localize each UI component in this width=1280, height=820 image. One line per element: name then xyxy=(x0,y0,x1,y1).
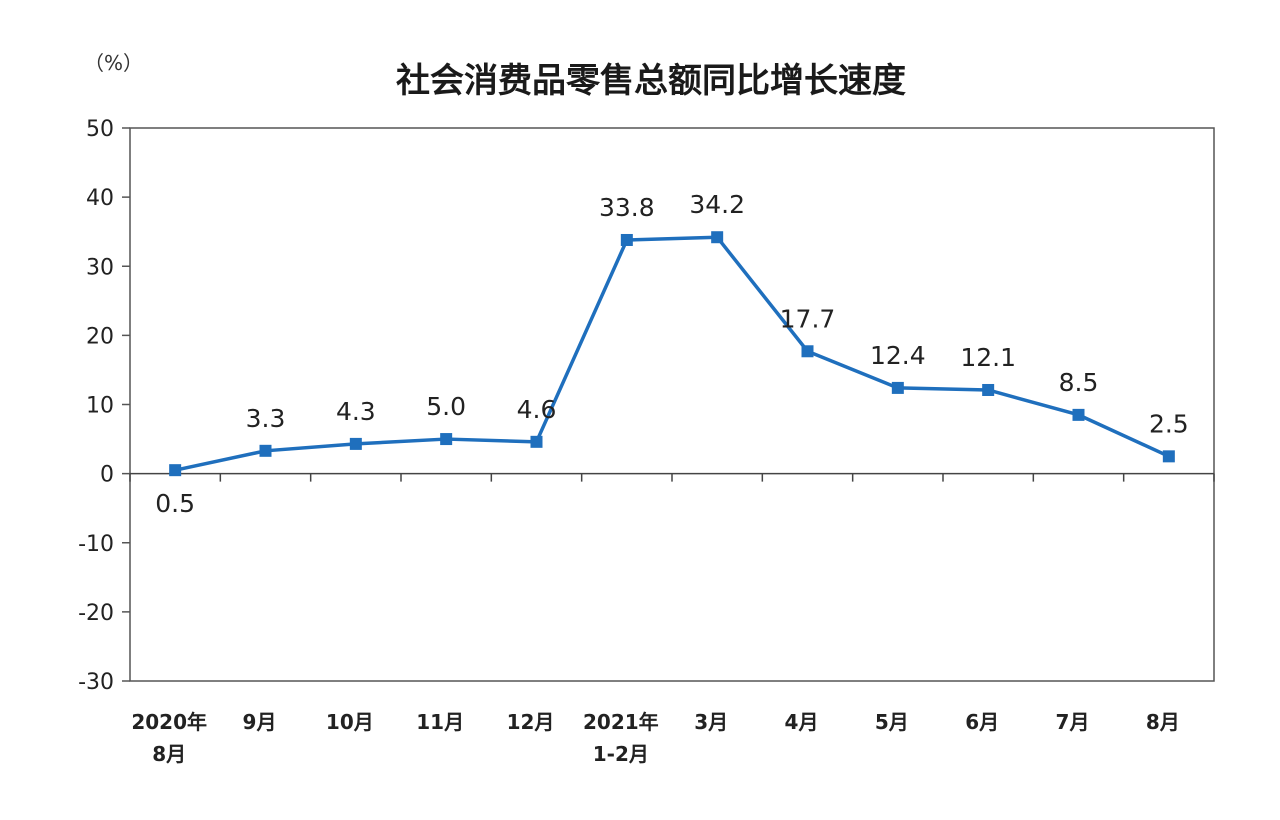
x-tick-label: 2020年 xyxy=(131,710,207,734)
x-tick-label: 7月 xyxy=(1056,710,1090,734)
plot-frame xyxy=(129,127,1215,682)
x-tick-label: 3月 xyxy=(694,710,728,734)
data-label: 12.1 xyxy=(960,343,1016,372)
data-point-marker xyxy=(259,444,272,457)
data-point-marker xyxy=(620,233,633,246)
data-label: 4.3 xyxy=(336,397,376,426)
data-label: 33.8 xyxy=(599,193,655,222)
data-label: 3.3 xyxy=(246,404,286,433)
data-label: 8.5 xyxy=(1059,368,1099,397)
x-tick-label: 8月 xyxy=(152,742,186,766)
series-line xyxy=(174,235,1170,472)
y-tick-label: -30 xyxy=(78,670,114,695)
x-tick-label: 5月 xyxy=(875,710,909,734)
data-label: 34.2 xyxy=(689,190,745,219)
x-tick-label: 11月 xyxy=(416,710,464,734)
data-point-marker xyxy=(801,345,814,358)
data-point-marker xyxy=(982,383,995,396)
data-point-marker xyxy=(891,381,904,394)
y-tick-label: 20 xyxy=(86,324,114,349)
series-group: 0.5 3.3 4.3 5.0 4.6 33.8 34.2 17.7 12.4 12.1 8.5 2.… xyxy=(155,190,1188,518)
y-tick-label: -10 xyxy=(78,532,114,557)
data-point-marker xyxy=(349,437,362,450)
y-tick-label: -20 xyxy=(78,601,114,626)
data-point-marker xyxy=(440,433,453,446)
data-label: 5.0 xyxy=(426,392,466,421)
data-point-marker xyxy=(711,231,724,244)
x-tick-label: 6月 xyxy=(965,710,999,734)
data-label: 17.7 xyxy=(780,304,836,333)
y-tick-label: 40 xyxy=(86,186,114,211)
data-label: 0.5 xyxy=(155,489,195,518)
y-tick-label: 30 xyxy=(86,255,114,280)
x-tick-label: 10月 xyxy=(326,710,374,734)
y-tick-label: 0 xyxy=(100,463,114,488)
x-tick-label: 4月 xyxy=(785,710,819,734)
data-label: 2.5 xyxy=(1149,409,1189,438)
y-tick-label: 10 xyxy=(86,394,114,419)
x-tick-label: 2021年 xyxy=(583,710,659,734)
chart-title: 社会消费品零售总额同比增长速度 xyxy=(396,61,906,101)
data-point-marker xyxy=(530,435,543,448)
x-tick-label: 1-2月 xyxy=(593,742,649,766)
y-tick-label: 50 xyxy=(86,117,114,142)
y-axis: 50 40 30 20 10 0 -10 -20 -30 xyxy=(78,117,130,695)
x-tick-label: 9月 xyxy=(243,710,277,734)
x-tick-label: 8月 xyxy=(1146,710,1180,734)
x-tick-label: 12月 xyxy=(507,710,555,734)
y-unit-label: （%） xyxy=(84,51,143,75)
data-point-marker xyxy=(169,464,182,477)
data-label: 12.4 xyxy=(870,341,926,370)
data-point-marker xyxy=(1072,408,1085,421)
data-point-marker xyxy=(1162,450,1175,463)
x-axis: 2020年 8月 9月 10月 11月 12月 2021年 1-2月 3月 4月 5月 6月 7月 8月 xyxy=(129,472,1215,766)
data-label: 4.6 xyxy=(517,395,557,424)
